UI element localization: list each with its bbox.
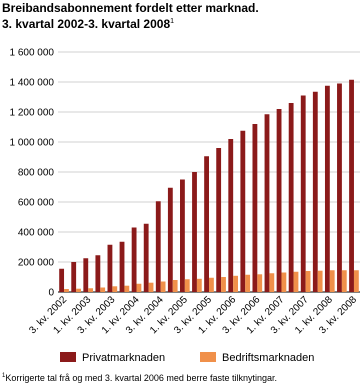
bar	[276, 109, 282, 292]
legend-label: Privatmarknaden	[82, 352, 165, 364]
bar	[155, 201, 161, 292]
bar	[216, 148, 222, 292]
bar	[233, 275, 238, 292]
bar	[143, 223, 149, 292]
bar	[221, 277, 226, 292]
bar	[245, 274, 251, 292]
legend-swatch	[200, 352, 216, 362]
bar	[240, 130, 246, 292]
bar	[192, 172, 197, 292]
bar	[281, 272, 287, 292]
y-tick-label: 0	[48, 288, 54, 299]
bar	[269, 273, 275, 292]
bar	[59, 268, 65, 292]
subtitle-text: 3. kvartal 2002-3. kvartal 2008	[2, 17, 170, 31]
bar	[341, 270, 347, 292]
bar	[71, 262, 77, 292]
bar	[317, 270, 323, 292]
y-tick-label: 1 000 000	[10, 138, 55, 149]
bar	[95, 255, 101, 292]
bar	[64, 289, 69, 292]
chart-title: Breibandsabonnement fordelt etter markna…	[2, 1, 259, 15]
footnote-marker: 1	[2, 373, 6, 379]
bar	[293, 271, 299, 292]
bar	[136, 283, 142, 292]
footnote: 1Korrigerte tal frå og med 3. kvartal 20…	[2, 373, 277, 383]
bar	[288, 103, 294, 292]
bar	[257, 274, 263, 292]
bar	[180, 179, 185, 292]
bar	[112, 286, 118, 292]
bar	[264, 114, 270, 292]
bar	[300, 95, 306, 292]
bar	[131, 227, 137, 292]
bar	[100, 287, 106, 292]
bar	[172, 280, 178, 292]
bar	[148, 282, 154, 292]
bar	[337, 83, 342, 292]
bar	[252, 124, 258, 292]
bar	[196, 278, 202, 292]
bar	[107, 244, 113, 292]
bar	[329, 270, 335, 292]
y-tick-label: 600 000	[18, 198, 55, 209]
bar	[76, 288, 81, 292]
bar	[349, 79, 354, 292]
bar	[167, 187, 173, 292]
footnote-text: Korrigerte tal frå og med 3. kvartal 200…	[5, 373, 277, 383]
bar	[204, 156, 209, 292]
bar	[353, 270, 359, 292]
y-tick-label: 1 200 000	[10, 108, 55, 119]
bar	[124, 285, 130, 292]
legend-label: Bedriftsmarknaden	[222, 352, 314, 364]
y-tick-label: 1 600 000	[10, 48, 55, 59]
bar	[209, 277, 214, 292]
subtitle-note: 1	[170, 18, 174, 25]
bar	[119, 241, 125, 292]
bar	[83, 258, 89, 292]
bar	[184, 279, 190, 292]
legend-swatch	[60, 352, 76, 362]
y-tick-label: 1 400 000	[10, 78, 55, 89]
y-tick-label: 200 000	[18, 258, 55, 269]
chart-subtitle: 3. kvartal 2002-3. kvartal 20081	[2, 17, 174, 31]
bar	[312, 91, 318, 292]
y-tick-label: 400 000	[18, 228, 55, 239]
bar	[228, 139, 234, 292]
bar	[160, 281, 166, 292]
bar	[88, 288, 94, 292]
y-tick-label: 800 000	[18, 168, 55, 179]
bar	[305, 271, 311, 292]
bar	[324, 85, 330, 292]
